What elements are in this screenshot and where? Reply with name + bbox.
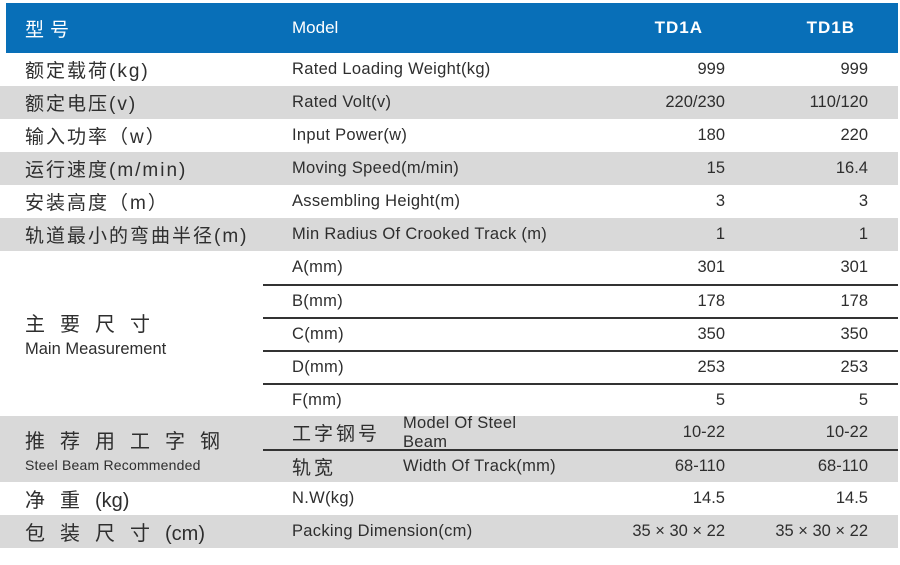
value-td1b: 1 [858, 225, 868, 243]
table-row: 运行速度(m/min) Moving Speed(m/min) 15 16.4 [0, 152, 898, 185]
table-row: 额定载荷(kg) Rated Loading Weight(kg) 999 99… [0, 53, 898, 86]
value-td1b: 301 [840, 258, 868, 276]
table-row: 额定电压(v) Rated Volt(v) 220/230 110/120 [0, 86, 898, 119]
sub-label-en: Width Of Track(mm) [403, 457, 556, 475]
steel-beam-header: 推荐用工字钢 Steel Beam Recommended [0, 416, 263, 482]
section-label-en: Steel Beam Recommended [25, 457, 201, 473]
value-td1a: 350 [697, 325, 725, 343]
row-label-cn-unit: (kg) [95, 490, 130, 512]
value-td1a: 301 [697, 258, 725, 276]
row-label-en: Min Radius Of Crooked Track (m) [292, 225, 548, 243]
header-td1b: TD1B [806, 18, 855, 37]
row-label-cn: 轨道最小的弯曲半径(m) [25, 226, 249, 247]
value-td1a: 1 [715, 225, 725, 243]
row-label-cn: 运行速度(m/min) [25, 160, 188, 181]
sub-label-cn: 轨宽 [292, 458, 337, 479]
section-label-cn: 推荐用工字钢 [25, 431, 235, 453]
table-row: 工字钢号 Model Of Steel Beam 10-22 10-22 [263, 413, 898, 451]
value-td1b: 3 [858, 192, 868, 210]
value-td1b: 110/120 [809, 93, 868, 111]
table-row: A(mm) 301 301 [263, 251, 898, 284]
value-td1b: 178 [840, 292, 868, 310]
value-td1a: 3 [715, 192, 725, 210]
header-model-en: Model [292, 18, 339, 37]
dimension-label: B(mm) [292, 292, 343, 310]
row-label-en: Moving Speed(m/min) [292, 159, 460, 177]
table-header-row: 型号 Model TD1A TD1B [6, 3, 898, 53]
value-td1b: 999 [840, 60, 868, 78]
value-td1b: 14.5 [835, 489, 868, 507]
value-td1b: 68-110 [817, 457, 868, 475]
value-td1b: 350 [840, 325, 868, 343]
sub-label-en: Model Of Steel Beam [403, 413, 517, 451]
value-td1b: 5 [858, 391, 868, 409]
row-label-cn: 安装高度（m） [25, 193, 169, 214]
value-td1b: 253 [840, 358, 868, 376]
value-td1a: 68-110 [674, 457, 725, 475]
value-td1b: 10-22 [825, 423, 868, 441]
value-td1a: 253 [697, 358, 725, 376]
value-td1a: 14.5 [692, 489, 725, 507]
main-measurement-section: 主要尺寸 Main Measurement A(mm) 301 301 B(mm… [0, 251, 898, 416]
row-label-en: Assembling Height(m) [292, 192, 461, 210]
value-td1a: 220/230 [665, 93, 725, 111]
steel-beam-rows: 工字钢号 Model Of Steel Beam 10-22 10-22 轨宽 … [263, 413, 898, 482]
dimension-label: A(mm) [292, 258, 343, 276]
main-measurement-rows: A(mm) 301 301 B(mm) 178 178 C(mm) 350 35… [263, 251, 898, 416]
value-td1b: 35 × 30 × 22 [775, 522, 868, 540]
table-row: D(mm) 253 253 [263, 350, 898, 383]
table-row: 轨道最小的弯曲半径(m) Min Radius Of Crooked Track… [0, 218, 898, 251]
row-label-en: N.W(kg) [292, 489, 355, 507]
sub-label-cn: 工字钢号 [292, 424, 381, 445]
table-row: 轨宽 Width Of Track(mm) 68-110 68-110 [263, 449, 898, 482]
value-td1a: 5 [715, 391, 725, 409]
dimension-label: C(mm) [292, 325, 344, 343]
row-label-cn: 输入功率（w） [25, 127, 167, 148]
table-row: 输入功率（w） Input Power(w) 180 220 [0, 119, 898, 152]
row-label-cn-text: 净重 [25, 490, 95, 512]
row-label-en: Rated Loading Weight(kg) [292, 60, 491, 78]
value-td1a: 15 [706, 159, 725, 177]
row-label-cn: 额定载荷(kg) [25, 61, 150, 82]
table-row: B(mm) 178 178 [263, 284, 898, 317]
value-td1a: 35 × 30 × 22 [632, 522, 725, 540]
value-td1b: 16.4 [835, 159, 868, 177]
row-label-cn: 包装尺寸(cm) [0, 517, 292, 546]
row-label-en: Input Power(w) [292, 126, 408, 144]
header-td1a: TD1A [654, 18, 703, 37]
table-row: 净重(kg) N.W(kg) 14.5 14.5 [0, 482, 898, 515]
table-row: 包装尺寸(cm) Packing Dimension(cm) 35 × 30 ×… [0, 515, 898, 548]
row-label-cn: 额定电压(v) [25, 94, 138, 115]
header-model-cn: 型号 [25, 19, 76, 41]
value-td1a: 178 [697, 292, 725, 310]
table-row: F(mm) 5 5 [263, 383, 898, 416]
row-label-cn: 净重(kg) [0, 484, 292, 513]
dimension-label: F(mm) [292, 391, 343, 409]
steel-beam-section: 推荐用工字钢 Steel Beam Recommended 工字钢号 Model… [0, 413, 898, 482]
value-td1b: 220 [840, 126, 868, 144]
dimension-label: D(mm) [292, 358, 344, 376]
table-row: 安装高度（m） Assembling Height(m) 3 3 [0, 185, 898, 218]
row-label-en: Rated Volt(v) [292, 93, 392, 111]
row-label-cn-text: 包装尺寸 [25, 523, 165, 545]
section-label-cn: 主要尺寸 [25, 314, 165, 336]
section-label-en: Main Measurement [25, 340, 167, 358]
main-measurement-header: 主要尺寸 Main Measurement [0, 251, 263, 416]
value-td1a: 999 [697, 60, 725, 78]
spec-table: 型号 Model TD1A TD1B 额定载荷(kg) Rated Loadin… [0, 3, 898, 548]
value-td1a: 180 [697, 126, 725, 144]
row-label-cn-unit: (cm) [165, 523, 205, 545]
value-td1a: 10-22 [682, 423, 725, 441]
row-label-en: Packing Dimension(cm) [292, 522, 473, 540]
table-row: C(mm) 350 350 [263, 317, 898, 350]
